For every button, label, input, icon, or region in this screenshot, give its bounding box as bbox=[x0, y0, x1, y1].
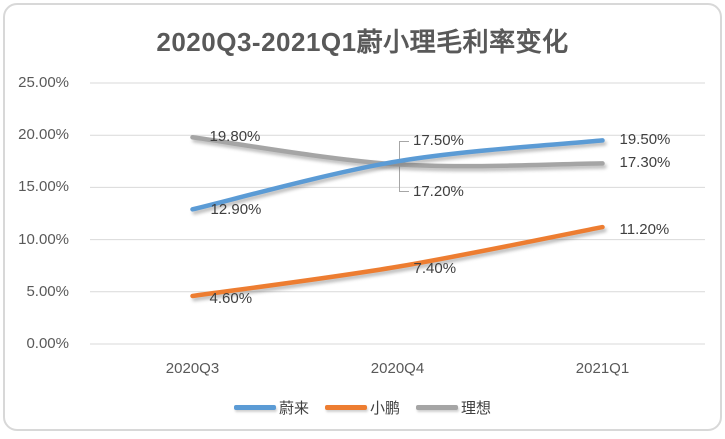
legend-label-xpeng: 小鹏 bbox=[370, 397, 400, 418]
legend-item-li: 理想 bbox=[416, 397, 491, 418]
legend-swatch-xpeng bbox=[325, 405, 367, 410]
y-axis-tick-label: 20.00% bbox=[7, 126, 69, 144]
data-label-xpeng-1: 7.40% bbox=[414, 260, 457, 278]
x-axis-category-label: 2020Q4 bbox=[343, 360, 453, 378]
y-axis-tick-label: 15.00% bbox=[7, 178, 69, 196]
legend-label-li: 理想 bbox=[461, 397, 491, 418]
y-axis-tick-label: 5.00% bbox=[7, 283, 69, 301]
y-axis-tick-label: 10.00% bbox=[7, 231, 69, 249]
chart-plot-area: 0.00%5.00%10.00%15.00%20.00%25.00%2020Q3… bbox=[5, 5, 720, 429]
y-axis-tick-label: 0.00% bbox=[7, 335, 69, 353]
data-label-nio-0: 12.90% bbox=[211, 201, 262, 219]
data-label-xpeng-0: 4.60% bbox=[210, 290, 253, 308]
legend-item-xpeng: 小鹏 bbox=[325, 397, 400, 418]
data-label-nio-2: 19.50% bbox=[620, 131, 671, 149]
data-label-li-2: 17.30% bbox=[620, 154, 671, 172]
y-axis-tick-label: 25.00% bbox=[7, 74, 69, 92]
series-line-xpeng bbox=[193, 227, 603, 296]
data-label-xpeng-2: 11.20% bbox=[620, 221, 670, 239]
series-line-nio bbox=[193, 140, 603, 209]
data-label-nio-1: 17.50% bbox=[413, 132, 464, 150]
legend-label-nio: 蔚来 bbox=[279, 397, 309, 418]
chart-legend: 蔚来 小鹏 理想 bbox=[5, 397, 720, 418]
chart-card: 2020Q3-2021Q1蔚小理毛利率变化 0.00%5.00%10.00%15… bbox=[3, 3, 722, 431]
x-axis-category-label: 2020Q3 bbox=[138, 360, 248, 378]
x-axis-category-label: 2021Q1 bbox=[548, 360, 658, 378]
legend-swatch-nio bbox=[234, 405, 276, 410]
data-label-li-1: 17.20% bbox=[413, 183, 464, 201]
data-label-li-0: 19.80% bbox=[210, 128, 261, 146]
legend-item-nio: 蔚来 bbox=[234, 397, 309, 418]
legend-swatch-li bbox=[416, 405, 458, 410]
